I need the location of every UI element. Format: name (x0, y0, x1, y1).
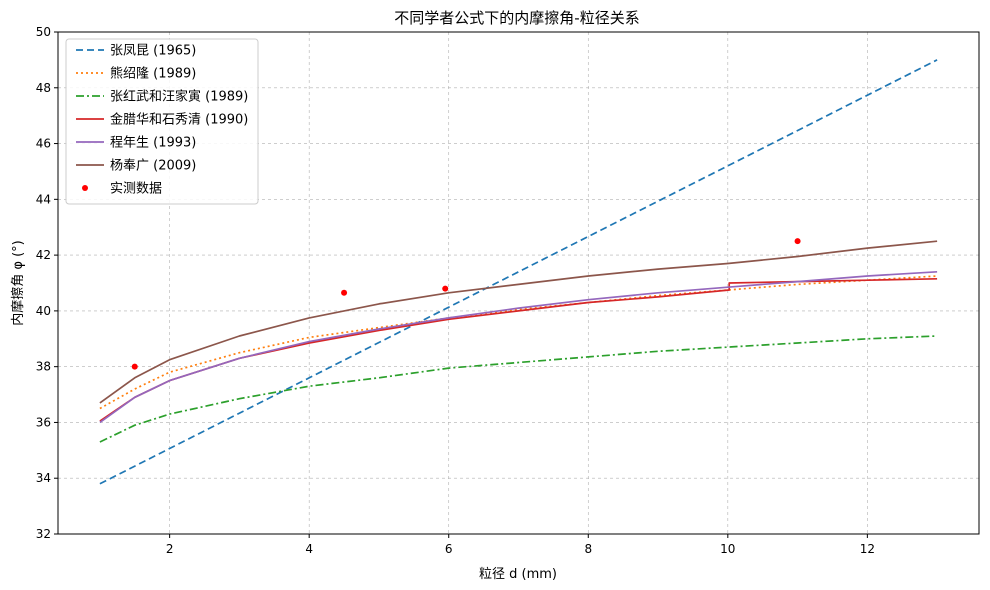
y-tick-label: 38 (36, 360, 51, 374)
series-layer (99, 59, 938, 485)
y-tick-label: 44 (36, 192, 51, 206)
series-line-4 (99, 270, 938, 424)
y-axis-ticks: 32 34 36 38 40 42 44 46 48 50 (36, 25, 58, 541)
legend-label-3: 金腊华和石秀清 (1990) (110, 112, 248, 128)
legend-swatch-points (82, 185, 88, 191)
legend-label-points: 实测数据 (110, 182, 162, 197)
legend: 张凤昆 (1965) 熊绍隆 (1989) 张红武和汪家寅 (1989) 金腊华和石秀… (65, 38, 259, 205)
chart-title: 不同学者公式下的内摩擦角-粒径关系 (394, 9, 639, 27)
x-tick-label: 4 (305, 542, 313, 556)
x-tick-label: 2 (166, 542, 174, 556)
x-tick-label: 8 (584, 542, 592, 556)
y-tick-label: 32 (36, 527, 51, 541)
x-tick-label: 6 (445, 542, 453, 556)
measured-point (442, 285, 449, 292)
x-axis-label: 粒径 d (mm) (479, 567, 557, 582)
legend-label-0: 张凤昆 (1965) (110, 44, 196, 59)
series-line-2 (99, 335, 938, 443)
legend-label-4: 程年生 (1993) (110, 136, 196, 151)
measured-point (131, 363, 138, 370)
y-axis-label: 内摩擦角 φ (°) (10, 240, 26, 325)
series-line-5 (99, 240, 938, 404)
measured-point (794, 238, 801, 245)
series-line-1 (99, 275, 938, 410)
x-tick-label: 10 (720, 542, 735, 556)
legend-box (65, 38, 259, 205)
y-tick-label: 36 (36, 415, 51, 429)
measured-point (341, 289, 348, 296)
y-tick-label: 42 (36, 248, 51, 262)
y-tick-label: 40 (36, 304, 51, 318)
y-tick-label: 34 (36, 471, 51, 485)
measured-points (131, 238, 801, 370)
series-line-0 (99, 59, 938, 485)
y-tick-label: 50 (36, 25, 51, 39)
y-tick-label: 46 (36, 137, 51, 151)
plot-frame (57, 31, 980, 535)
legend-label-1: 熊绍隆 (1989) (110, 66, 196, 82)
x-axis-ticks: 2 4 6 8 10 12 (166, 534, 875, 556)
x-tick-label: 12 (860, 542, 875, 556)
legend-label-5: 杨奉广 (2009) (110, 159, 196, 174)
legend-label-2: 张红武和汪家寅 (1989) (110, 89, 248, 105)
y-tick-label: 48 (36, 81, 51, 95)
